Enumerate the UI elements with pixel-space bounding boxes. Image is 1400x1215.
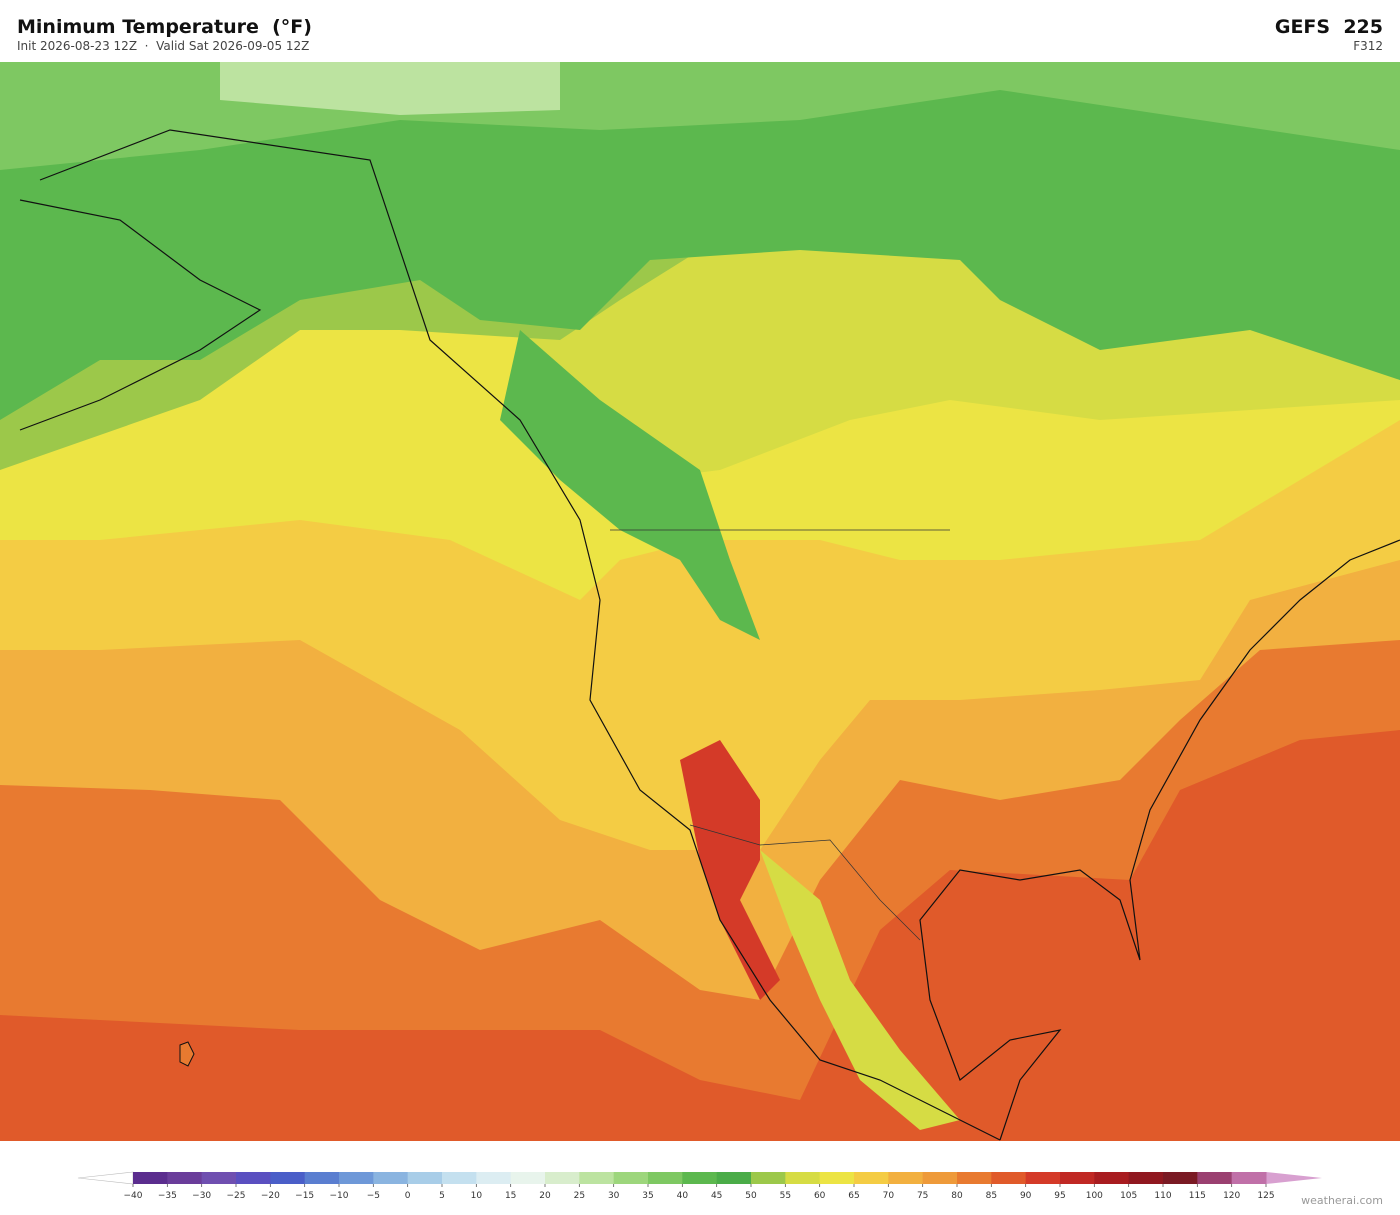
colorbar-tick-label: 35 bbox=[642, 1191, 653, 1201]
colorbar-tick-label: 90 bbox=[1020, 1191, 1032, 1201]
colorbar-bin bbox=[1094, 1172, 1130, 1184]
colorbar-tick-label: −25 bbox=[227, 1191, 246, 1201]
colorbar-bin bbox=[991, 1172, 1027, 1184]
colorbar-bin bbox=[545, 1172, 580, 1184]
colorbar-bin bbox=[1163, 1172, 1198, 1184]
temp-zone bbox=[0, 62, 1400, 420]
colorbar-tick-label: −30 bbox=[192, 1191, 211, 1201]
colorbar: −40 −35 −30 −25 −20 −15 −10 −5 0 5 10 15 20 25 30 35 40 4… bbox=[77, 1171, 1322, 1201]
colorbar-bin bbox=[682, 1172, 718, 1184]
colorbar-bin bbox=[922, 1172, 958, 1184]
temp-zone bbox=[760, 850, 960, 1130]
colorbar-bin bbox=[476, 1172, 512, 1184]
colorbar-tick-label: 95 bbox=[1054, 1191, 1065, 1201]
colorbar-tick-label: 45 bbox=[711, 1191, 722, 1201]
colorbar-bin bbox=[339, 1172, 374, 1184]
colorbar-bin bbox=[716, 1172, 752, 1184]
colorbar-bin bbox=[819, 1172, 855, 1184]
colorbar-tick-label: 65 bbox=[848, 1191, 859, 1201]
colorbar-bin bbox=[854, 1172, 889, 1184]
temp-zone bbox=[220, 62, 560, 115]
colorbar-bin bbox=[304, 1172, 340, 1184]
title: Minimum Temperature (°F) bbox=[17, 16, 312, 38]
colorbar-bin bbox=[270, 1172, 306, 1184]
colorbar-bin bbox=[613, 1172, 649, 1184]
colorbar-bin bbox=[1197, 1172, 1233, 1184]
colorbar-tick-label: 75 bbox=[917, 1191, 928, 1201]
colorbar-bin bbox=[648, 1172, 683, 1184]
colorbar-bin bbox=[373, 1172, 409, 1184]
colorbar-under bbox=[77, 1171, 134, 1185]
map bbox=[0, 62, 1400, 1141]
colorbar-tick-label: 0 bbox=[405, 1191, 411, 1201]
colorbar-bin bbox=[751, 1172, 786, 1184]
colorbar-tick-label: 25 bbox=[574, 1191, 585, 1201]
colorbar-bin bbox=[957, 1172, 992, 1184]
colorbar-tick-label: 80 bbox=[951, 1191, 963, 1201]
temp-zone bbox=[500, 330, 760, 640]
colorbar-tick-label: −40 bbox=[124, 1191, 143, 1201]
coastline bbox=[19, 129, 1400, 1141]
colorbar-tick-label: 50 bbox=[745, 1191, 757, 1201]
temp-zone bbox=[680, 740, 780, 1000]
colorbar-tick-label: 30 bbox=[608, 1191, 620, 1201]
colorbar-tick-label: 15 bbox=[505, 1191, 516, 1201]
colorbar-bin bbox=[1025, 1172, 1061, 1184]
colorbar-tick-label: 20 bbox=[539, 1191, 551, 1201]
colorbar-bin bbox=[785, 1172, 821, 1184]
border bbox=[610, 529, 950, 941]
colorbar-bin bbox=[1231, 1172, 1267, 1184]
colorbar-tick-label: −35 bbox=[158, 1191, 177, 1201]
colorbar-tick-label: 115 bbox=[1189, 1191, 1206, 1201]
forecast-hour: F312 bbox=[1353, 39, 1383, 53]
colorbar-tick-label: 40 bbox=[677, 1191, 689, 1201]
colorbar-over bbox=[1266, 1172, 1322, 1184]
colorbar-bin bbox=[579, 1172, 615, 1184]
colorbar-tick-label: −10 bbox=[330, 1191, 349, 1201]
colorbar-tick-label: 100 bbox=[1086, 1191, 1103, 1201]
colorbar-tick-label: 10 bbox=[471, 1191, 483, 1201]
colorbar-tick-label: −15 bbox=[295, 1191, 314, 1201]
colorbar-bin bbox=[201, 1172, 237, 1184]
colorbar-bin bbox=[510, 1172, 546, 1184]
colorbar-bin bbox=[167, 1172, 203, 1184]
colorbar-tick-label: −5 bbox=[367, 1191, 380, 1201]
colorbar-tick-label: 60 bbox=[814, 1191, 826, 1201]
colorbar-tick-label: 110 bbox=[1154, 1191, 1171, 1201]
colorbar-bin bbox=[442, 1172, 477, 1184]
colorbar-bin bbox=[888, 1172, 924, 1184]
colorbar-tick-label: −20 bbox=[261, 1191, 280, 1201]
island bbox=[179, 1041, 195, 1067]
colorbar-bin bbox=[1128, 1172, 1164, 1184]
subtitle: Init 2026-08-23 12Z · Valid Sat 2026-09-… bbox=[17, 39, 310, 53]
colorbar-tick-label: 5 bbox=[439, 1191, 445, 1201]
colorbar-tick-label: 105 bbox=[1120, 1191, 1137, 1201]
colorbar-tick-label: 85 bbox=[986, 1191, 997, 1201]
colorbar-bin bbox=[133, 1172, 168, 1184]
colorbar-bin bbox=[1060, 1172, 1095, 1184]
colorbar-tick-label: 70 bbox=[883, 1191, 895, 1201]
colorbar-tick-label: 125 bbox=[1257, 1191, 1274, 1201]
credit: weatherai.com bbox=[1301, 1194, 1383, 1207]
colorbar-bin bbox=[407, 1172, 443, 1184]
colorbar-tick-label: 55 bbox=[780, 1191, 791, 1201]
colorbar-bin bbox=[236, 1172, 271, 1184]
colorbar-tick-label: 120 bbox=[1223, 1191, 1240, 1201]
model-label: GEFS 225 bbox=[1274, 16, 1383, 38]
